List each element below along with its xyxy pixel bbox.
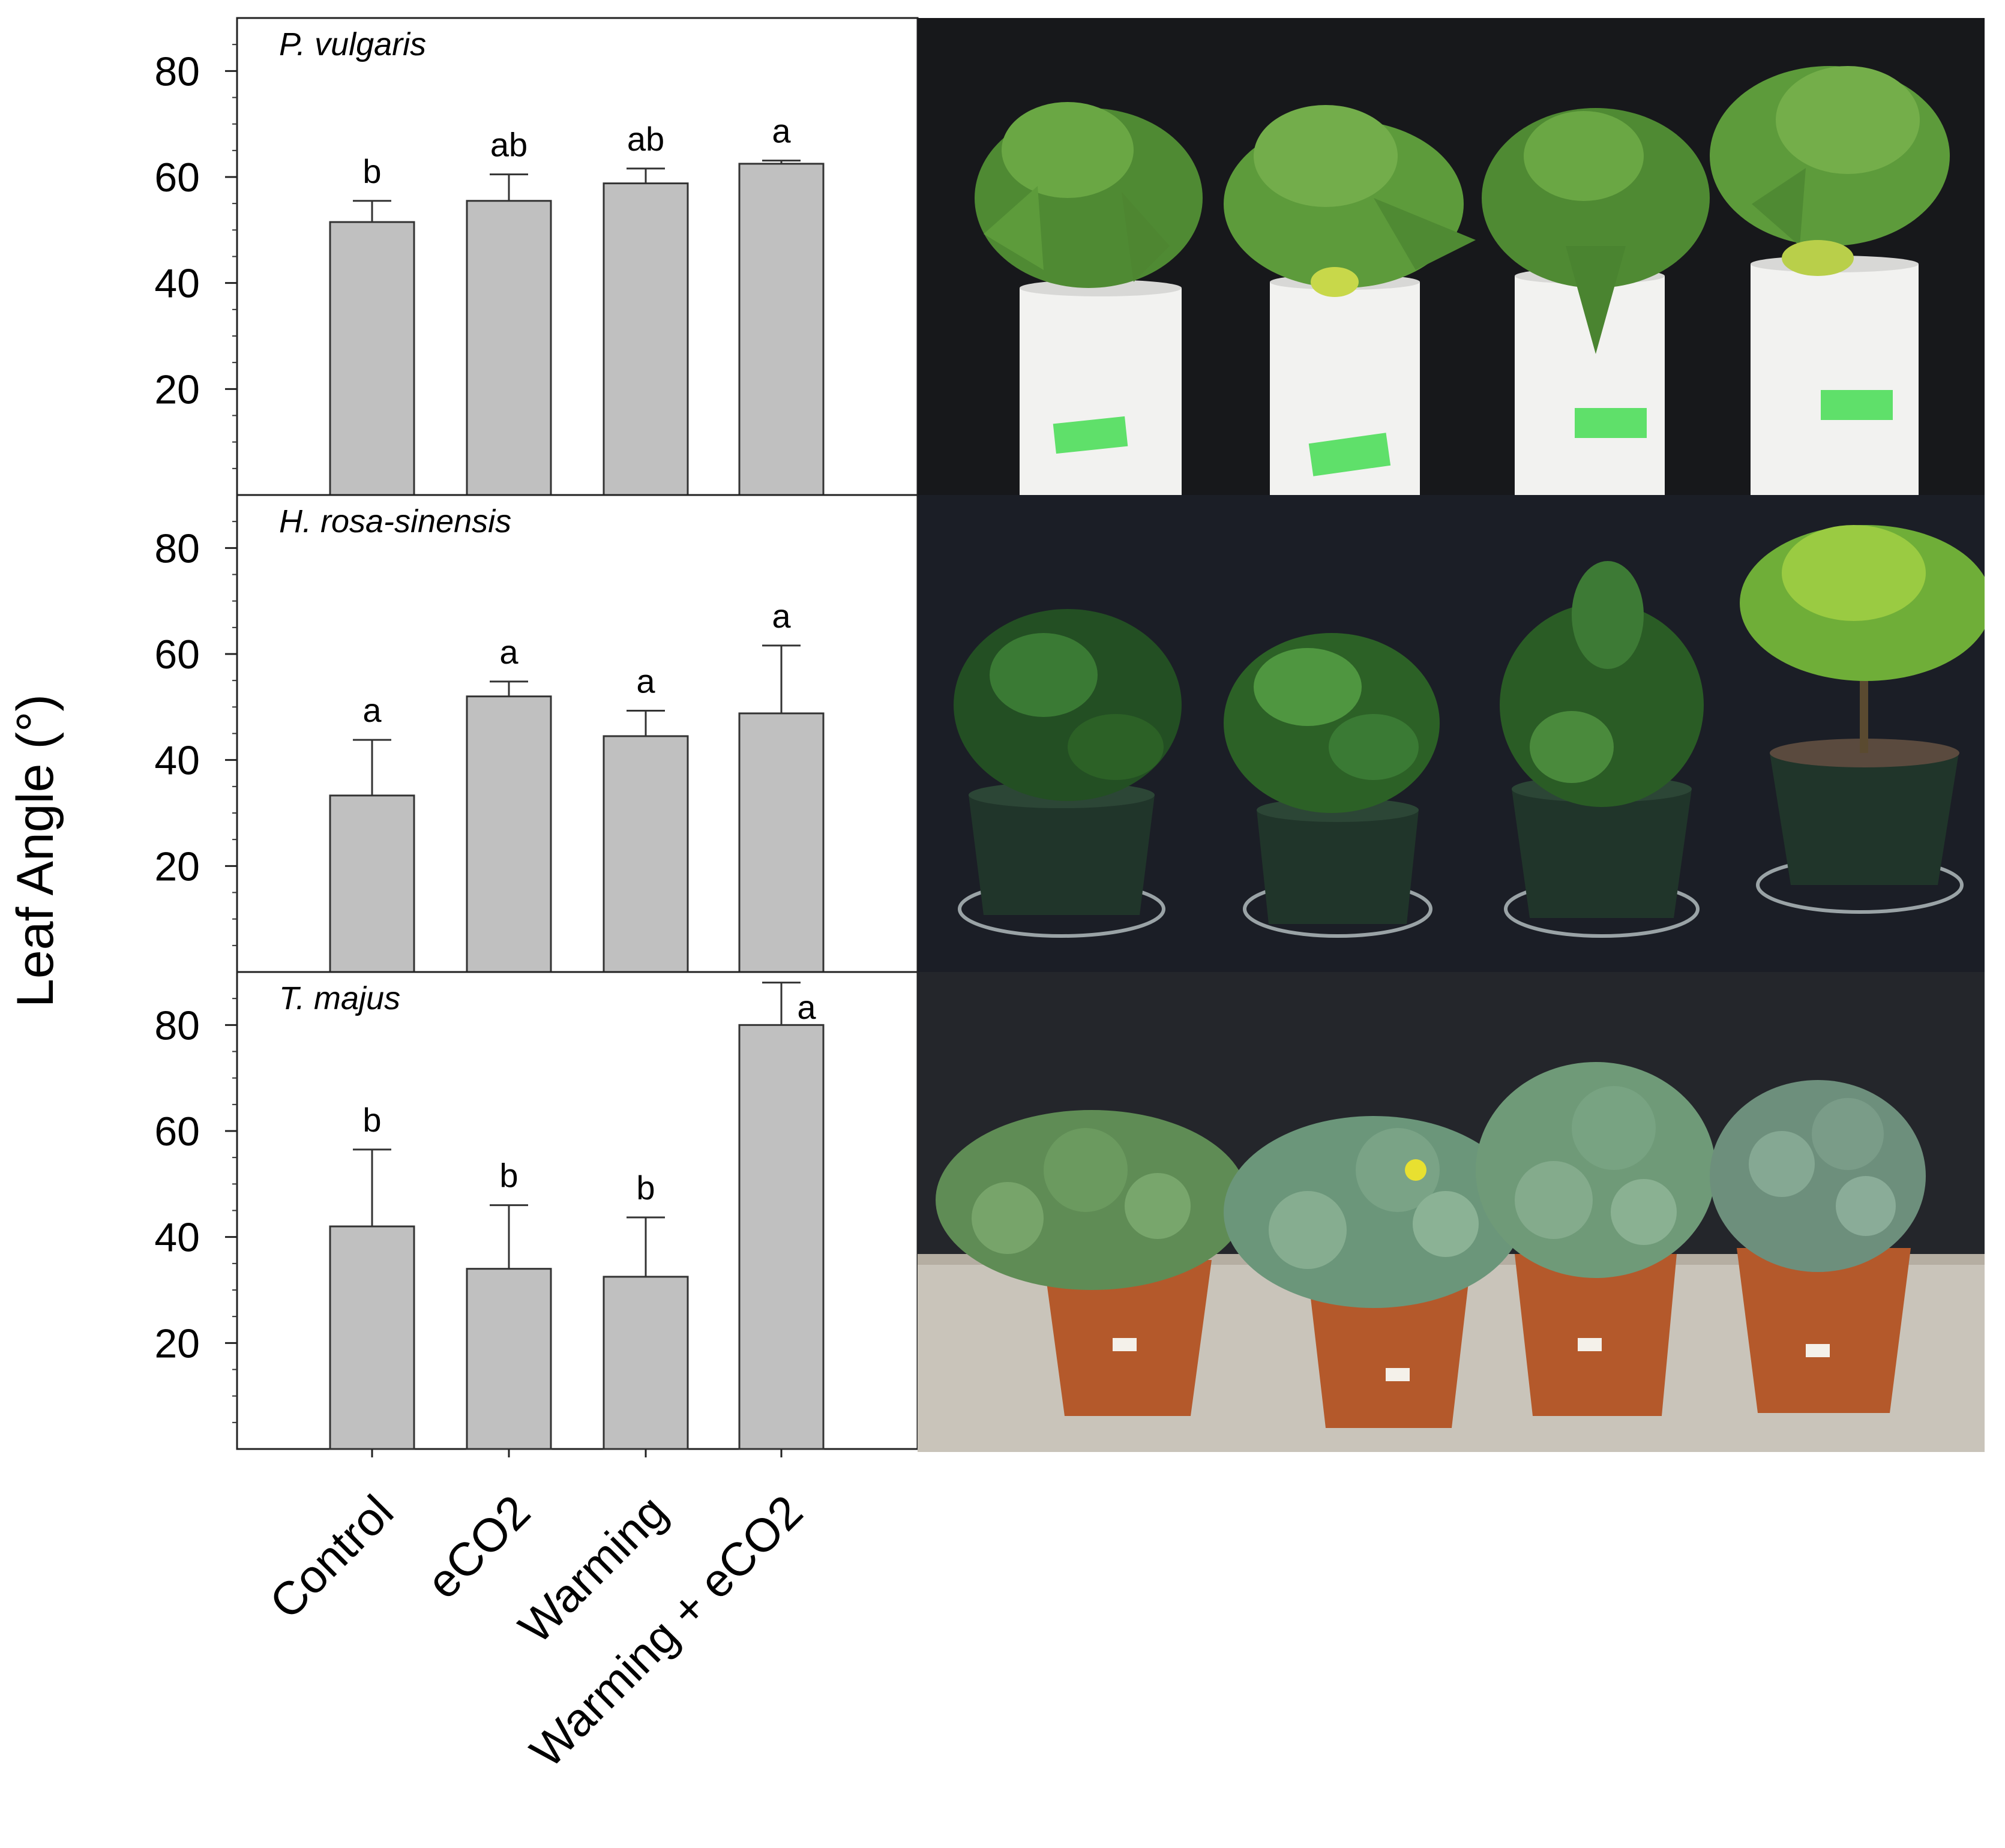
bean-plant	[1482, 108, 1710, 354]
y-tick-label: 40	[154, 738, 200, 784]
y-tick-label: 40	[154, 261, 200, 307]
bean-plant	[975, 102, 1203, 288]
bar	[329, 1225, 415, 1450]
bar	[603, 1276, 689, 1450]
bean-plant	[1710, 66, 1950, 276]
bar	[329, 221, 415, 496]
significance-letter: ab	[490, 126, 528, 164]
bar	[329, 794, 415, 973]
significance-letter: b	[362, 1101, 381, 1139]
plant-pot	[969, 753, 1959, 924]
bar	[738, 163, 825, 496]
bar	[603, 735, 689, 973]
photo-h-rosa-sinensis	[918, 495, 1985, 972]
photo-p-vulgaris	[918, 18, 1985, 495]
hibiscus-plant	[1224, 633, 1440, 813]
y-tick-label: 60	[154, 632, 200, 677]
hibiscus-plant	[1740, 525, 1985, 753]
nasturtium-plant	[936, 1110, 1248, 1290]
significance-letter: b	[362, 152, 381, 190]
significance-letter: b	[636, 1169, 655, 1207]
significance-letter: a	[772, 112, 791, 150]
chart-panel: 20 40 60 80 T. majus b b b a	[154, 971, 919, 1450]
y-tick-label: 80	[154, 1003, 200, 1048]
photo-t-majus	[918, 972, 1985, 1452]
significance-letter: a	[797, 988, 816, 1026]
y-tick-label: 80	[154, 49, 200, 94]
y-tick-label: 20	[154, 844, 200, 889]
bar	[466, 695, 552, 973]
x-category-label: eCO2	[416, 1485, 540, 1609]
nasturtium-plant	[1224, 1116, 1524, 1308]
y-tick-label: 60	[154, 1109, 200, 1154]
chart-panel: 20 40 60 80 P. vulgaris b ab ab a	[154, 17, 919, 496]
y-axis-title: Leaf Angle (°)	[7, 694, 64, 1007]
panel-title: P. vulgaris	[279, 26, 426, 62]
pvc-tube	[1020, 280, 1182, 495]
plant-pot	[1044, 1248, 1911, 1428]
hibiscus-plant	[954, 609, 1182, 801]
nasturtium-plant	[1710, 1080, 1926, 1272]
y-tick-label: 40	[154, 1215, 200, 1261]
significance-letter: a	[362, 691, 382, 729]
bean-plant	[1224, 105, 1476, 297]
y-tick-label: 20	[154, 367, 200, 412]
significance-letter: a	[636, 662, 655, 700]
bar	[738, 712, 825, 973]
y-tick-label: 20	[154, 1321, 200, 1366]
panel-title: T. majus	[279, 980, 400, 1016]
chart-panel: 20 40 60 80 H. rosa-sinensis a a a a	[154, 494, 919, 973]
y-tick-label: 60	[154, 155, 200, 200]
panel-title: H. rosa-sinensis	[279, 503, 511, 539]
pot-label	[1113, 1338, 1830, 1381]
bar	[738, 1024, 825, 1450]
significance-letter: b	[499, 1157, 518, 1195]
bar	[466, 200, 552, 496]
bar	[466, 1268, 552, 1450]
significance-letter: ab	[627, 120, 664, 158]
pvc-tube	[1751, 256, 1919, 495]
pvc-tube	[1270, 274, 1420, 495]
bar	[603, 182, 689, 496]
nasturtium-plant	[1476, 1062, 1716, 1278]
significance-letter: a	[499, 633, 519, 671]
y-tick-label: 80	[154, 526, 200, 571]
hibiscus-plant	[1500, 561, 1704, 807]
significance-letter: a	[772, 597, 791, 635]
x-category-label: Control	[259, 1485, 403, 1629]
